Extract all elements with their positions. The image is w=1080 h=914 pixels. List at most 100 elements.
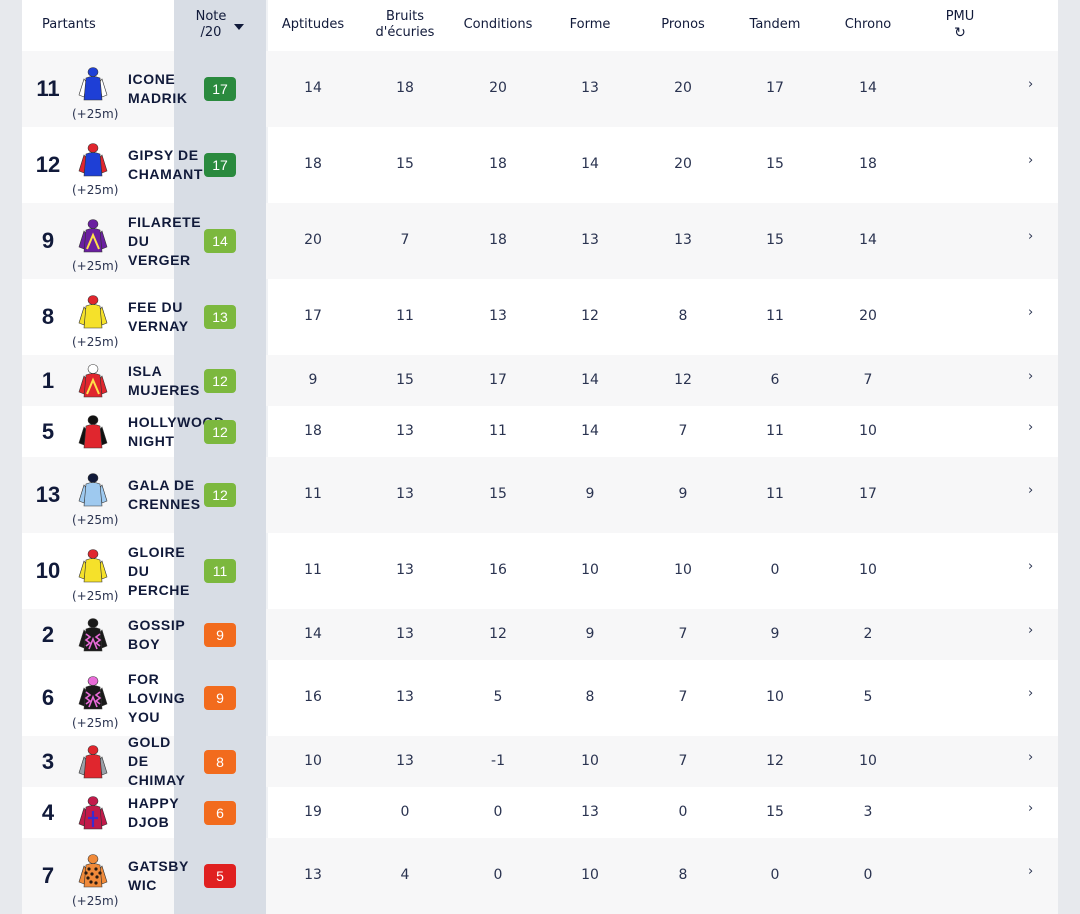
jockey-silk-icon <box>78 143 108 177</box>
table-row[interactable]: 3 GOLD DE CHIMAY 8 10 13 -1 10 7 12 10 › <box>22 733 1058 790</box>
conditions-cell: 17 <box>489 371 507 388</box>
note-badge: 9 <box>204 622 236 647</box>
bruits-cell: 15 <box>396 371 414 388</box>
header-note-sort[interactable]: Note /20 <box>174 0 266 50</box>
horse-name[interactable]: HAPPY DJOB <box>128 794 224 832</box>
conditions-cell: 13 <box>489 308 507 324</box>
table-row[interactable]: 8 (+25m) FEE DU VERNAY 13 17 11 13 12 8 11 20 › <box>22 279 1058 355</box>
chevron-right-icon[interactable]: › <box>1028 864 1034 879</box>
conditions-cell: 12 <box>489 625 507 642</box>
forme-cell: 9 <box>585 625 595 642</box>
table-row[interactable]: 2 GOSSIP BOY 9 14 13 12 9 7 9 2 › <box>22 609 1058 660</box>
header-forme[interactable]: Forme <box>545 0 635 50</box>
horse-name[interactable]: ICONE MADRIK <box>128 70 224 108</box>
chevron-right-icon[interactable]: › <box>1028 368 1034 384</box>
note-badge: 8 <box>204 749 236 774</box>
tandem-cell: 11 <box>766 422 784 439</box>
horse-name[interactable]: FOR LOVING YOU <box>128 670 224 727</box>
horse-name[interactable]: HOLLYWOOD NIGHT <box>128 413 224 451</box>
distance-handicap: (+25m) <box>72 716 119 730</box>
pronos-cell: 9 <box>678 486 688 502</box>
distance-handicap: (+25m) <box>72 107 119 121</box>
bruits-cell: 15 <box>396 156 414 172</box>
runner-number: 10 <box>35 558 61 583</box>
pronos-cell: 7 <box>678 422 688 439</box>
tandem-cell: 6 <box>770 371 780 388</box>
header-pmu[interactable]: PMU ↻ <box>915 0 1005 50</box>
tandem-cell: 9 <box>770 625 780 642</box>
jockey-silk-icon <box>78 795 108 829</box>
header-tandem[interactable]: Tandem <box>730 0 820 50</box>
horse-name[interactable]: GATSBY WIC <box>128 857 224 895</box>
aptitudes-cell: 9 <box>308 371 318 388</box>
note-badge: 14 <box>204 229 236 253</box>
chrono-cell: 2 <box>863 625 873 642</box>
jockey-silk-icon <box>78 549 108 583</box>
horse-name-line: FEE DU <box>128 299 183 315</box>
header-partants[interactable]: Partants <box>42 0 162 50</box>
refresh-icon[interactable]: ↻ <box>954 25 966 41</box>
chevron-right-icon[interactable]: › <box>1028 800 1034 816</box>
horse-name-line: FILARETE <box>128 213 202 230</box>
distance-handicap: (+25m) <box>72 513 119 527</box>
horse-name[interactable]: GOSSIP BOY <box>128 616 224 654</box>
chevron-right-icon[interactable]: › <box>1028 229 1034 244</box>
runner-number: 9 <box>41 228 55 253</box>
tandem-cell: 15 <box>766 232 784 248</box>
table-row[interactable]: 7 (+25m) GATSBY WIC 5 13 4 0 10 8 0 0 › <box>22 838 1058 914</box>
horse-name-line: CHAMANT <box>128 166 203 182</box>
horse-name-line: WIC <box>128 877 158 893</box>
header-aptitudes[interactable]: Aptitudes <box>268 0 358 50</box>
chevron-right-icon[interactable]: › <box>1028 686 1034 701</box>
runner-number: 6 <box>41 685 55 710</box>
forme-cell: 14 <box>581 156 599 172</box>
forme-cell: 10 <box>581 562 599 578</box>
runner-number: 8 <box>41 304 55 329</box>
runners-table: Partants Note /20 Aptitudes Bruits d'écu… <box>22 0 1058 914</box>
header-chrono[interactable]: Chrono <box>823 0 913 50</box>
table-row[interactable]: 9 (+25m) FILARETE DU VERGER 14 20 7 18 13 13 15 14 › <box>22 203 1058 279</box>
horse-name[interactable]: GALA DE CRENNES <box>128 476 224 514</box>
table-row[interactable]: 6 (+25m) FOR LOVING YOU 9 16 13 5 8 7 10 5 › <box>22 660 1058 736</box>
bruits-cell: 4 <box>400 867 410 883</box>
horse-name[interactable]: GIPSY DE CHAMANT <box>128 146 224 184</box>
pronos-cell: 7 <box>678 625 688 642</box>
table-row[interactable]: 12 (+25m) GIPSY DE CHAMANT 17 18 15 18 14 20 15 18 › <box>22 127 1058 203</box>
pronos-cell: 20 <box>674 80 692 96</box>
table-row[interactable]: 4 HAPPY DJOB 6 19 0 0 13 0 15 3 › <box>22 787 1058 838</box>
table-row[interactable]: 5 HOLLYWOOD NIGHT 12 18 13 11 14 7 11 10 › <box>22 406 1058 457</box>
chevron-right-icon[interactable]: › <box>1028 305 1034 320</box>
horse-name-line: HOLLYWOOD <box>128 413 225 430</box>
bruits-cell: 18 <box>396 80 414 96</box>
chevron-right-icon[interactable]: › <box>1028 622 1034 638</box>
chevron-right-icon[interactable]: › <box>1028 153 1034 168</box>
horse-name[interactable]: ISLA MUJERES <box>128 362 224 400</box>
horse-name[interactable]: FILARETE DU VERGER <box>128 213 224 270</box>
header-note-scale: /20 <box>200 25 222 40</box>
chevron-right-icon[interactable]: › <box>1028 559 1034 574</box>
horse-name[interactable]: GLOIRE DU PERCHE <box>128 543 224 600</box>
horse-name-line: PERCHE <box>128 581 190 598</box>
horse-name[interactable]: FEE DU VERNAY <box>128 298 224 336</box>
horse-name-line: DJOB <box>128 813 170 830</box>
jockey-silk <box>78 617 108 652</box>
table-row[interactable]: 13 (+25m) GALA DE CRENNES 12 11 13 15 9 9 11 17 › <box>22 457 1058 533</box>
header-bruits[interactable]: Bruits d'écuries <box>360 0 450 50</box>
horse-name-line: DE <box>128 753 149 769</box>
pronos-cell: 7 <box>678 752 688 769</box>
forme-cell: 8 <box>585 689 595 705</box>
jockey-silk-icon <box>78 854 108 888</box>
chevron-right-icon[interactable]: › <box>1028 749 1034 765</box>
header-pronos[interactable]: Pronos <box>638 0 728 50</box>
chevron-right-icon[interactable]: › <box>1028 419 1034 435</box>
chevron-right-icon[interactable]: › <box>1028 483 1034 498</box>
horse-name-line: ISLA <box>128 362 163 379</box>
header-conditions[interactable]: Conditions <box>453 0 543 50</box>
table-row[interactable]: 11 (+25m) ICONE MADRIK 17 14 18 20 13 20 17 14 › <box>22 51 1058 127</box>
header-pmu-label: PMU <box>945 9 975 24</box>
table-row[interactable]: 1 ISLA MUJERES 12 9 15 17 14 12 6 7 › <box>22 355 1058 406</box>
table-row[interactable]: 10 (+25m) GLOIRE DU PERCHE 11 11 13 16 10 10 0 10 › <box>22 533 1058 609</box>
horse-name[interactable]: GOLD DE CHIMAY <box>128 733 224 790</box>
conditions-cell: 11 <box>489 422 507 439</box>
chevron-right-icon[interactable]: › <box>1028 77 1034 92</box>
